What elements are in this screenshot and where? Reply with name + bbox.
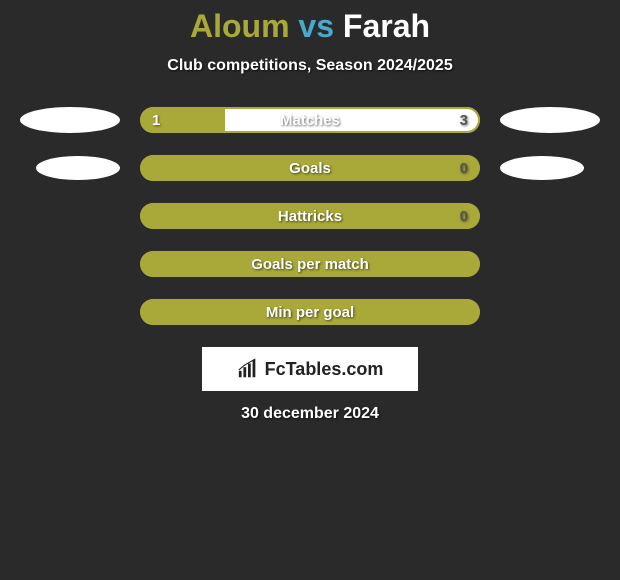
date-text: 30 december 2024 [0,405,620,423]
title-player2: Farah [343,8,430,44]
stat-value-left: 1 [152,107,160,133]
subtitle: Club competitions, Season 2024/2025 [0,57,620,75]
stat-label: Min per goal [140,299,480,325]
stat-bar: Min per goal [140,299,480,325]
stat-row: Min per goal [0,299,620,325]
stat-label: Goals [140,155,480,181]
stat-row: Goals per match [0,251,620,277]
comparison-infographic: Aloum vs Farah Club competitions, Season… [0,0,620,423]
player1-marker-oval [36,156,120,180]
stat-bar: Hattricks0 [140,203,480,229]
page-title: Aloum vs Farah [0,8,620,45]
stat-row: Hattricks0 [0,203,620,229]
logo-text: FcTables.com [265,359,384,380]
logo-box: FcTables.com [202,347,418,391]
stat-bar: Goals per match [140,251,480,277]
stat-value-right: 3 [460,107,468,133]
stat-rows: Matches13Goals0Hattricks0Goals per match… [0,107,620,325]
stat-bar: Goals0 [140,155,480,181]
stat-value-right: 0 [460,203,468,229]
chart-bars-icon [237,358,259,380]
stat-value-right: 0 [460,155,468,181]
player2-marker-oval [500,156,584,180]
stat-row: Goals0 [0,155,620,181]
player2-marker-oval [500,107,600,133]
title-player1: Aloum [190,8,290,44]
player1-marker-oval [20,107,120,133]
stat-label: Goals per match [140,251,480,277]
stat-row: Matches1 3 [0,107,620,133]
stat-label: Hattricks [140,203,480,229]
stat-bar: Matches1 3 [140,107,480,133]
title-vs: vs [298,8,334,44]
stat-label: Matches [140,107,480,133]
